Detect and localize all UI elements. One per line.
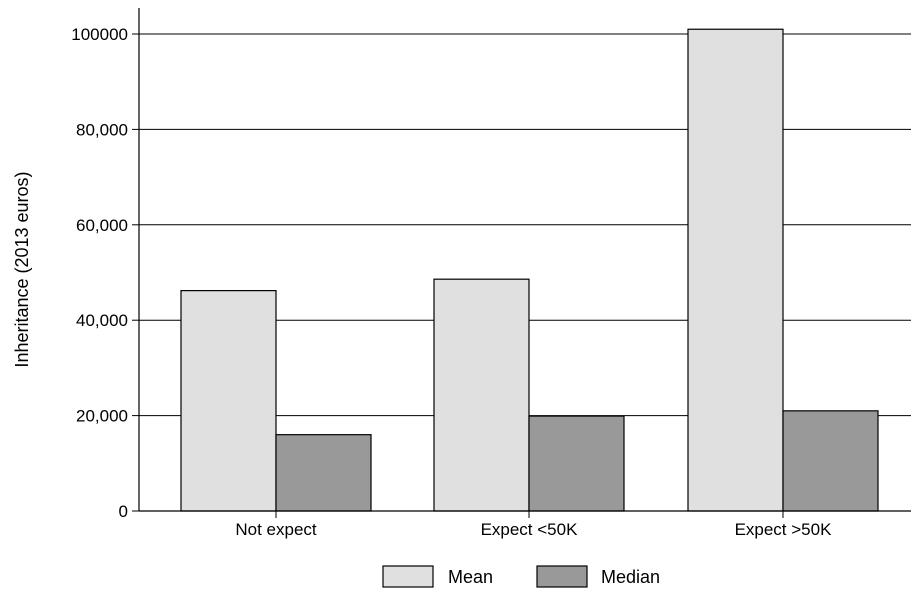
bar-mean-0 [180,290,277,512]
legend-swatch-median [536,565,588,588]
legend-swatch-mean [382,565,434,588]
x-tick-label: Expect <50K [481,520,579,539]
axes [138,8,911,512]
legend-label-mean: Mean [448,567,493,587]
x-axis-ticks: Not expect Expect <50K Expect >50K [235,511,832,539]
x-tick-label: Not expect [235,520,317,539]
bars [180,28,879,512]
y-tick-label: 60,000 [76,216,128,235]
y-axis-title: Inheritance (2013 euros) [12,171,32,367]
y-tick-label: 80,000 [76,120,128,139]
y-tick-label: 0 [119,502,128,521]
bar-mean-2 [687,28,784,512]
bar-mean-1 [433,278,530,512]
legend-label-median: Median [601,567,660,587]
bar-median-0 [275,434,372,512]
bar-median-2 [782,410,879,512]
x-tick-label: Expect >50K [735,520,833,539]
y-tick-label: 100000 [71,25,128,44]
legend: Mean Median [382,565,660,588]
y-tick-label: 20,000 [76,407,128,426]
y-axis-ticks: 0 20,000 40,000 60,000 80,000 100000 [71,25,139,521]
y-tick-label: 40,000 [76,311,128,330]
bar-median-1 [528,415,625,512]
